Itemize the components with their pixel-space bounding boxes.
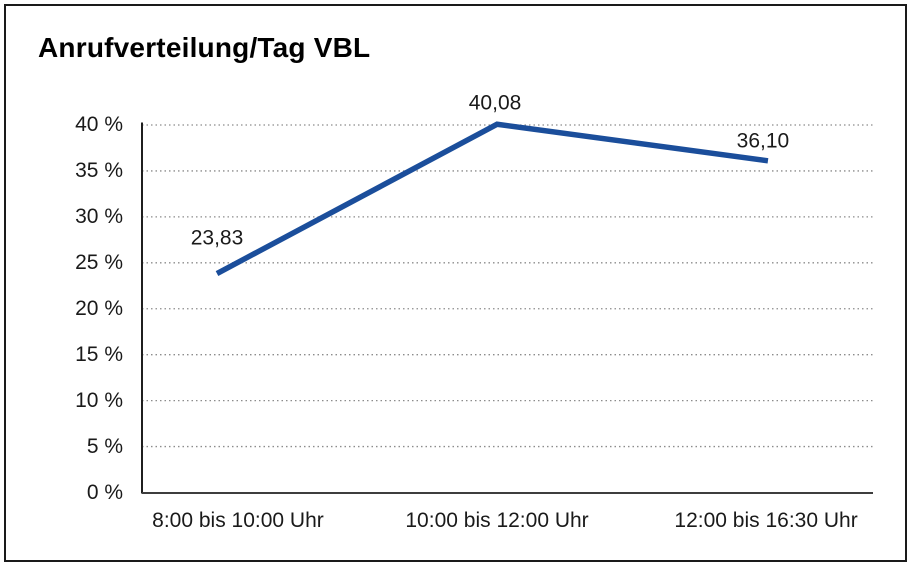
- data-point-label: 23,83: [190, 226, 244, 250]
- data-line: [215, 121, 769, 276]
- data-point-label: 40,08: [468, 91, 522, 115]
- x-tick-label: 12:00 bis 16:30 Uhr: [674, 509, 858, 532]
- x-tick-label: 10:00 bis 12:00 Uhr: [405, 509, 589, 532]
- y-tick-label: 25 %: [75, 250, 123, 274]
- chart-frame-border: [4, 4, 907, 562]
- y-tick-label: 15 %: [75, 342, 123, 366]
- y-tick-label: 35 %: [75, 158, 123, 182]
- y-tick-label: 5 %: [86, 434, 123, 458]
- y-tick-label: 40 %: [75, 113, 123, 136]
- chart-title: Anrufverteilung/Tag VBL: [38, 32, 371, 63]
- y-tick-label: 20 %: [75, 296, 123, 320]
- data-point-label: 36,10: [736, 129, 790, 153]
- y-tick-label: 10 %: [75, 388, 123, 412]
- y-tick-label: 0 %: [86, 480, 123, 504]
- y-tick-label: 30 %: [75, 204, 123, 228]
- x-tick-label: 8:00 bis 10:00 Uhr: [152, 509, 324, 532]
